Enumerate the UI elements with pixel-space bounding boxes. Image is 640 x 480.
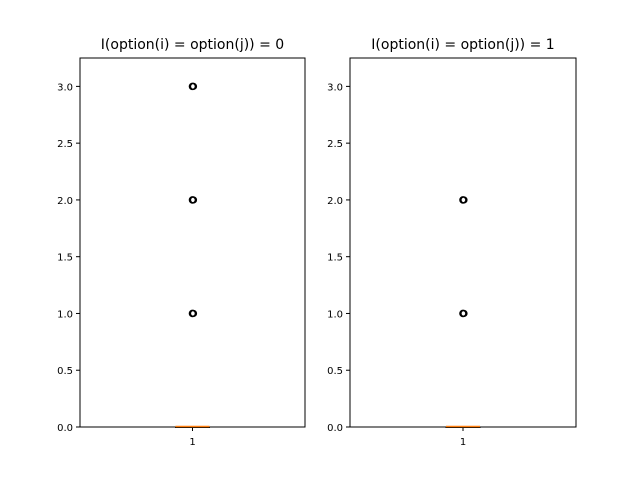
left-outlier-point: [189, 196, 198, 204]
left-y-tick-label: 3.0: [57, 82, 73, 93]
right-outlier-point: [460, 196, 468, 204]
left-outlier-point: [189, 309, 198, 318]
right-y-tick-label: 1.5: [327, 253, 343, 264]
right-outlier-point: [460, 309, 468, 318]
right-y-tick-label: 0.5: [327, 366, 343, 377]
left-boxplot-panel: I(option(i) = option(j)) = 0 0.0 0.5 1.0 1.…: [57, 37, 306, 448]
right-y-tick-label: 2.0: [327, 196, 343, 207]
left-x-tick-label: 1: [189, 437, 195, 448]
right-y-tick-label: 3.0: [327, 82, 343, 93]
left-y-tick-label: 1.5: [57, 253, 73, 264]
left-y-tick-label: 0.0: [57, 423, 73, 434]
right-boxplot-panel: I(option(i) = option(j)) = 1 0.0 0.5 1.0 1.…: [327, 37, 577, 448]
left-chart-title: I(option(i) = option(j)) = 0: [101, 37, 284, 53]
left-y-tick-label: 2.5: [57, 139, 73, 150]
right-x-tick-label: 1: [460, 437, 466, 448]
right-y-tick-label: 0.0: [327, 423, 343, 434]
right-chart-title: I(option(i) = option(j)) = 1: [371, 37, 554, 53]
left-outlier-point: [189, 82, 198, 90]
right-y-tick-label: 2.5: [327, 139, 343, 150]
left-y-tick-label: 1.0: [57, 309, 73, 320]
left-axes-frame: [79, 57, 306, 428]
left-y-tick-label: 0.5: [57, 366, 73, 377]
right-axes-frame: [349, 57, 577, 428]
left-y-tick-label: 2.0: [57, 196, 73, 207]
right-y-tick-label: 1.0: [327, 309, 343, 320]
